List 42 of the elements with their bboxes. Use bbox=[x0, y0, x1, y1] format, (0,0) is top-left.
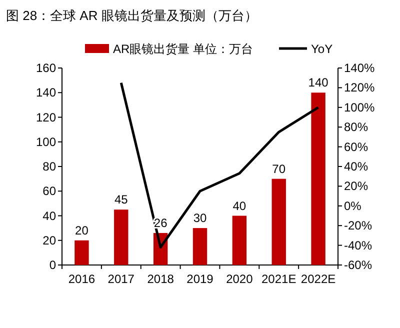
x-tick-label: 2016 bbox=[68, 272, 96, 286]
y-tick-label: 60 bbox=[42, 184, 56, 198]
legend-label: YoY bbox=[311, 42, 333, 56]
y2-tick-label: 0% bbox=[344, 198, 362, 213]
x-tick-label: 2018 bbox=[147, 272, 174, 286]
data-label: 30 bbox=[193, 211, 207, 226]
y2-tick-label: 40% bbox=[344, 160, 368, 174]
data-label: 70 bbox=[272, 162, 286, 176]
y2-tick-label: 80% bbox=[344, 120, 368, 134]
x-tick-label: 2022E bbox=[300, 272, 336, 286]
y-tick-label: 140 bbox=[36, 86, 56, 100]
y2-tick-label: -60% bbox=[344, 258, 372, 272]
data-label: 20 bbox=[75, 223, 89, 238]
bar bbox=[272, 178, 286, 265]
y-tick-label: 120 bbox=[36, 110, 56, 124]
y-tick-label: 80 bbox=[42, 160, 56, 174]
bar bbox=[114, 210, 128, 265]
y-tick-label: 40 bbox=[42, 208, 56, 223]
y2-tick-label: 60% bbox=[344, 140, 368, 154]
y-tick-label: 20 bbox=[42, 233, 56, 248]
y2-tick-label: -40% bbox=[344, 238, 372, 252]
x-tick-label: 2021E bbox=[262, 272, 296, 286]
y2-tick-label: 120% bbox=[344, 80, 376, 95]
bar bbox=[74, 240, 89, 265]
y2-tick-label: 140% bbox=[344, 61, 376, 75]
x-tick-label: 2019 bbox=[186, 272, 214, 286]
y-tick-label: 160 bbox=[36, 61, 56, 75]
data-label: 140 bbox=[308, 76, 329, 90]
x-tick-label: 2017 bbox=[108, 272, 135, 286]
bar bbox=[192, 228, 208, 265]
y2-tick-label: -20% bbox=[344, 218, 372, 233]
bar bbox=[311, 92, 326, 265]
data-label: 40 bbox=[232, 198, 246, 213]
y-tick-label: 0 bbox=[49, 258, 56, 272]
x-tick-label: 2020 bbox=[226, 272, 254, 286]
legend-label: AR眼镜出货量 单位：万台 bbox=[113, 42, 254, 56]
data-label: 45 bbox=[114, 192, 128, 207]
y2-tick-label: 100% bbox=[344, 100, 376, 114]
chart-title: 图 28：全球 AR 眼镜出货量及预测（万台） bbox=[6, 8, 258, 23]
bar bbox=[232, 216, 247, 265]
y2-tick-label: 20% bbox=[344, 179, 368, 194]
y-tick-label: 100 bbox=[36, 134, 56, 149]
